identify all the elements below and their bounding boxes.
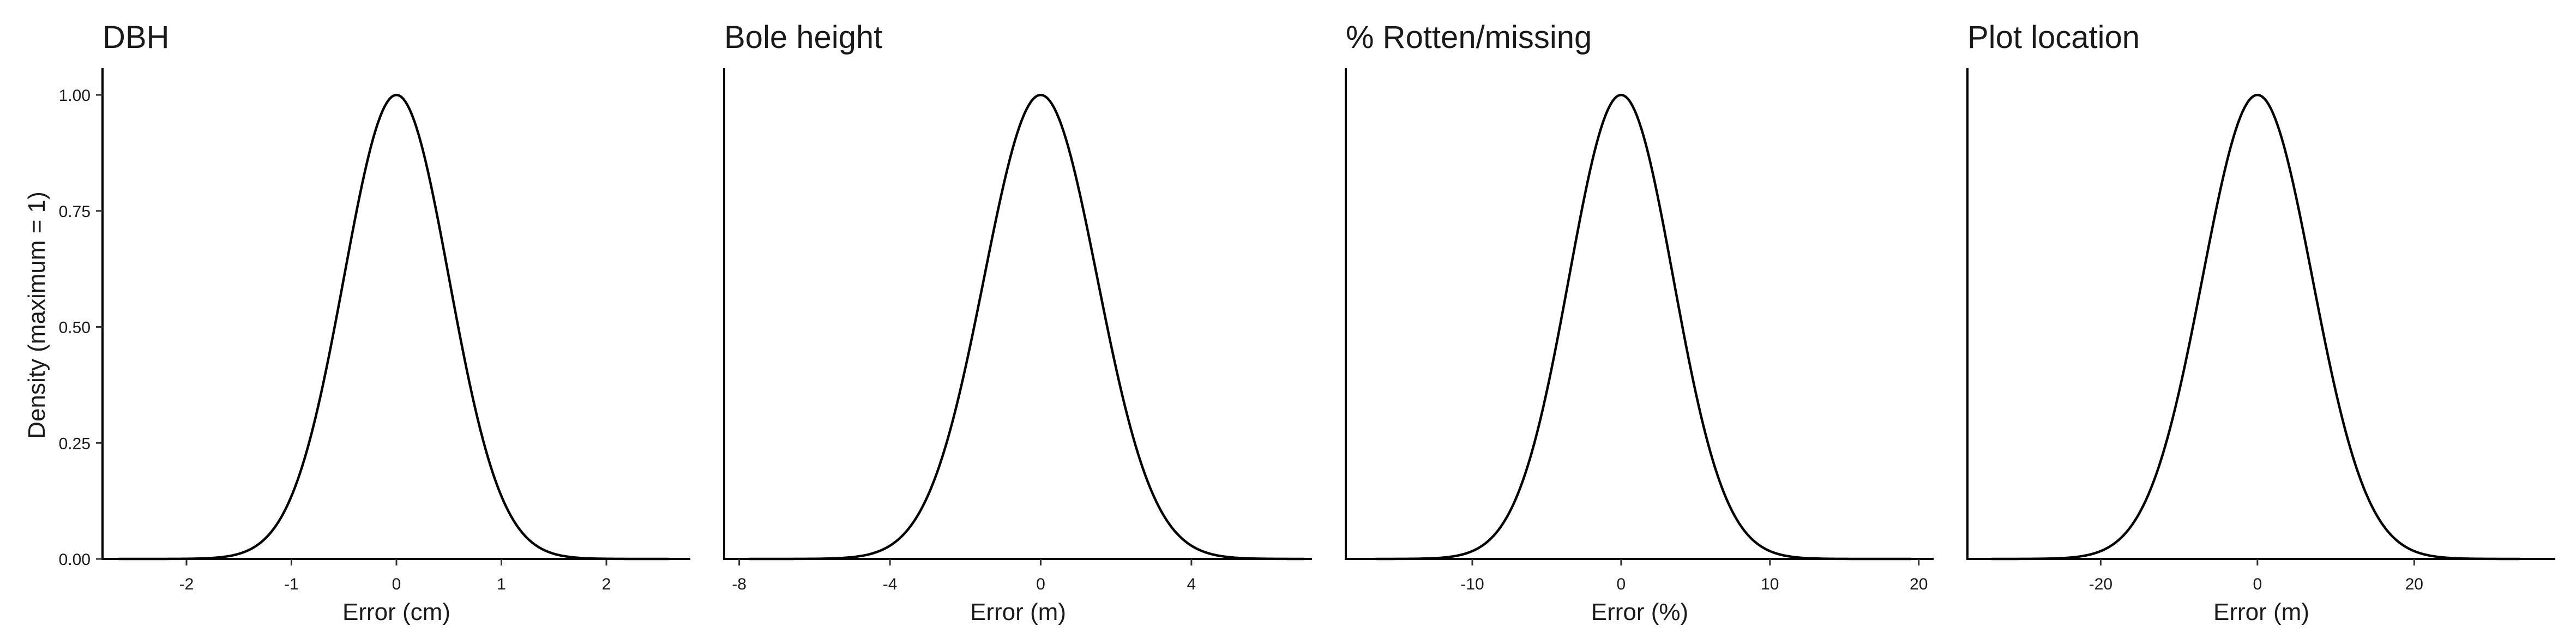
panel-title: Plot location (1967, 20, 2140, 55)
x-tick-label: 0 (1036, 575, 1045, 593)
x-tick-label: -4 (883, 575, 898, 593)
y-tick-label: 0.50 (59, 319, 91, 337)
panel-1: Bole height -8 -4 0 4 Error (m) (723, 20, 1312, 625)
x-tick-label: -20 (2089, 575, 2112, 593)
x-tick-label: 1 (497, 575, 506, 593)
y-tick-label: 0.00 (59, 551, 91, 569)
density-curve (1375, 93, 1912, 561)
x-tick-label: 2 (602, 575, 611, 593)
panel-3: Plot location -20 0 20 Error (m) (1966, 20, 2555, 625)
panel-title: Bole height (724, 20, 882, 55)
y-tick-label: 0.75 (59, 203, 91, 221)
x-axis-title: Error (%) (1591, 599, 1688, 625)
x-tick-label: 10 (1761, 575, 1779, 593)
x-tick-label: 0 (2253, 575, 2262, 593)
y-tick-label: 0.25 (59, 435, 91, 453)
panel-0: DBH 0.00 0.25 0.50 0.75 1.00 -2 -1 0 1 2 Error (cm) (59, 20, 690, 625)
x-axis-title: Error (cm) (342, 599, 450, 625)
x-tick-label: 0 (392, 575, 401, 593)
y-tick-label: 1.00 (59, 87, 91, 105)
x-axis-title: Error (m) (2213, 599, 2309, 625)
x-tick-label: -2 (179, 575, 194, 593)
y-axis-title: Density (maximum = 1) (23, 191, 50, 439)
density-curve (118, 93, 670, 561)
density-curve (748, 93, 1305, 561)
x-tick-label: -1 (284, 575, 299, 593)
density-curve (1991, 93, 2520, 561)
panel-2: % Rotten/missing -10 0 10 20 Error (%) (1345, 20, 1934, 625)
x-tick-label: 4 (1187, 575, 1196, 593)
x-tick-label: 20 (1910, 575, 1928, 593)
panel-title: % Rotten/missing (1346, 20, 1592, 55)
x-axis-title: Error (m) (970, 599, 1066, 625)
x-tick-label: -8 (732, 575, 747, 593)
x-tick-label: -10 (1460, 575, 1484, 593)
panel-title: DBH (103, 20, 169, 55)
x-tick-label: 20 (2405, 575, 2423, 593)
x-tick-label: 0 (1617, 575, 1626, 593)
